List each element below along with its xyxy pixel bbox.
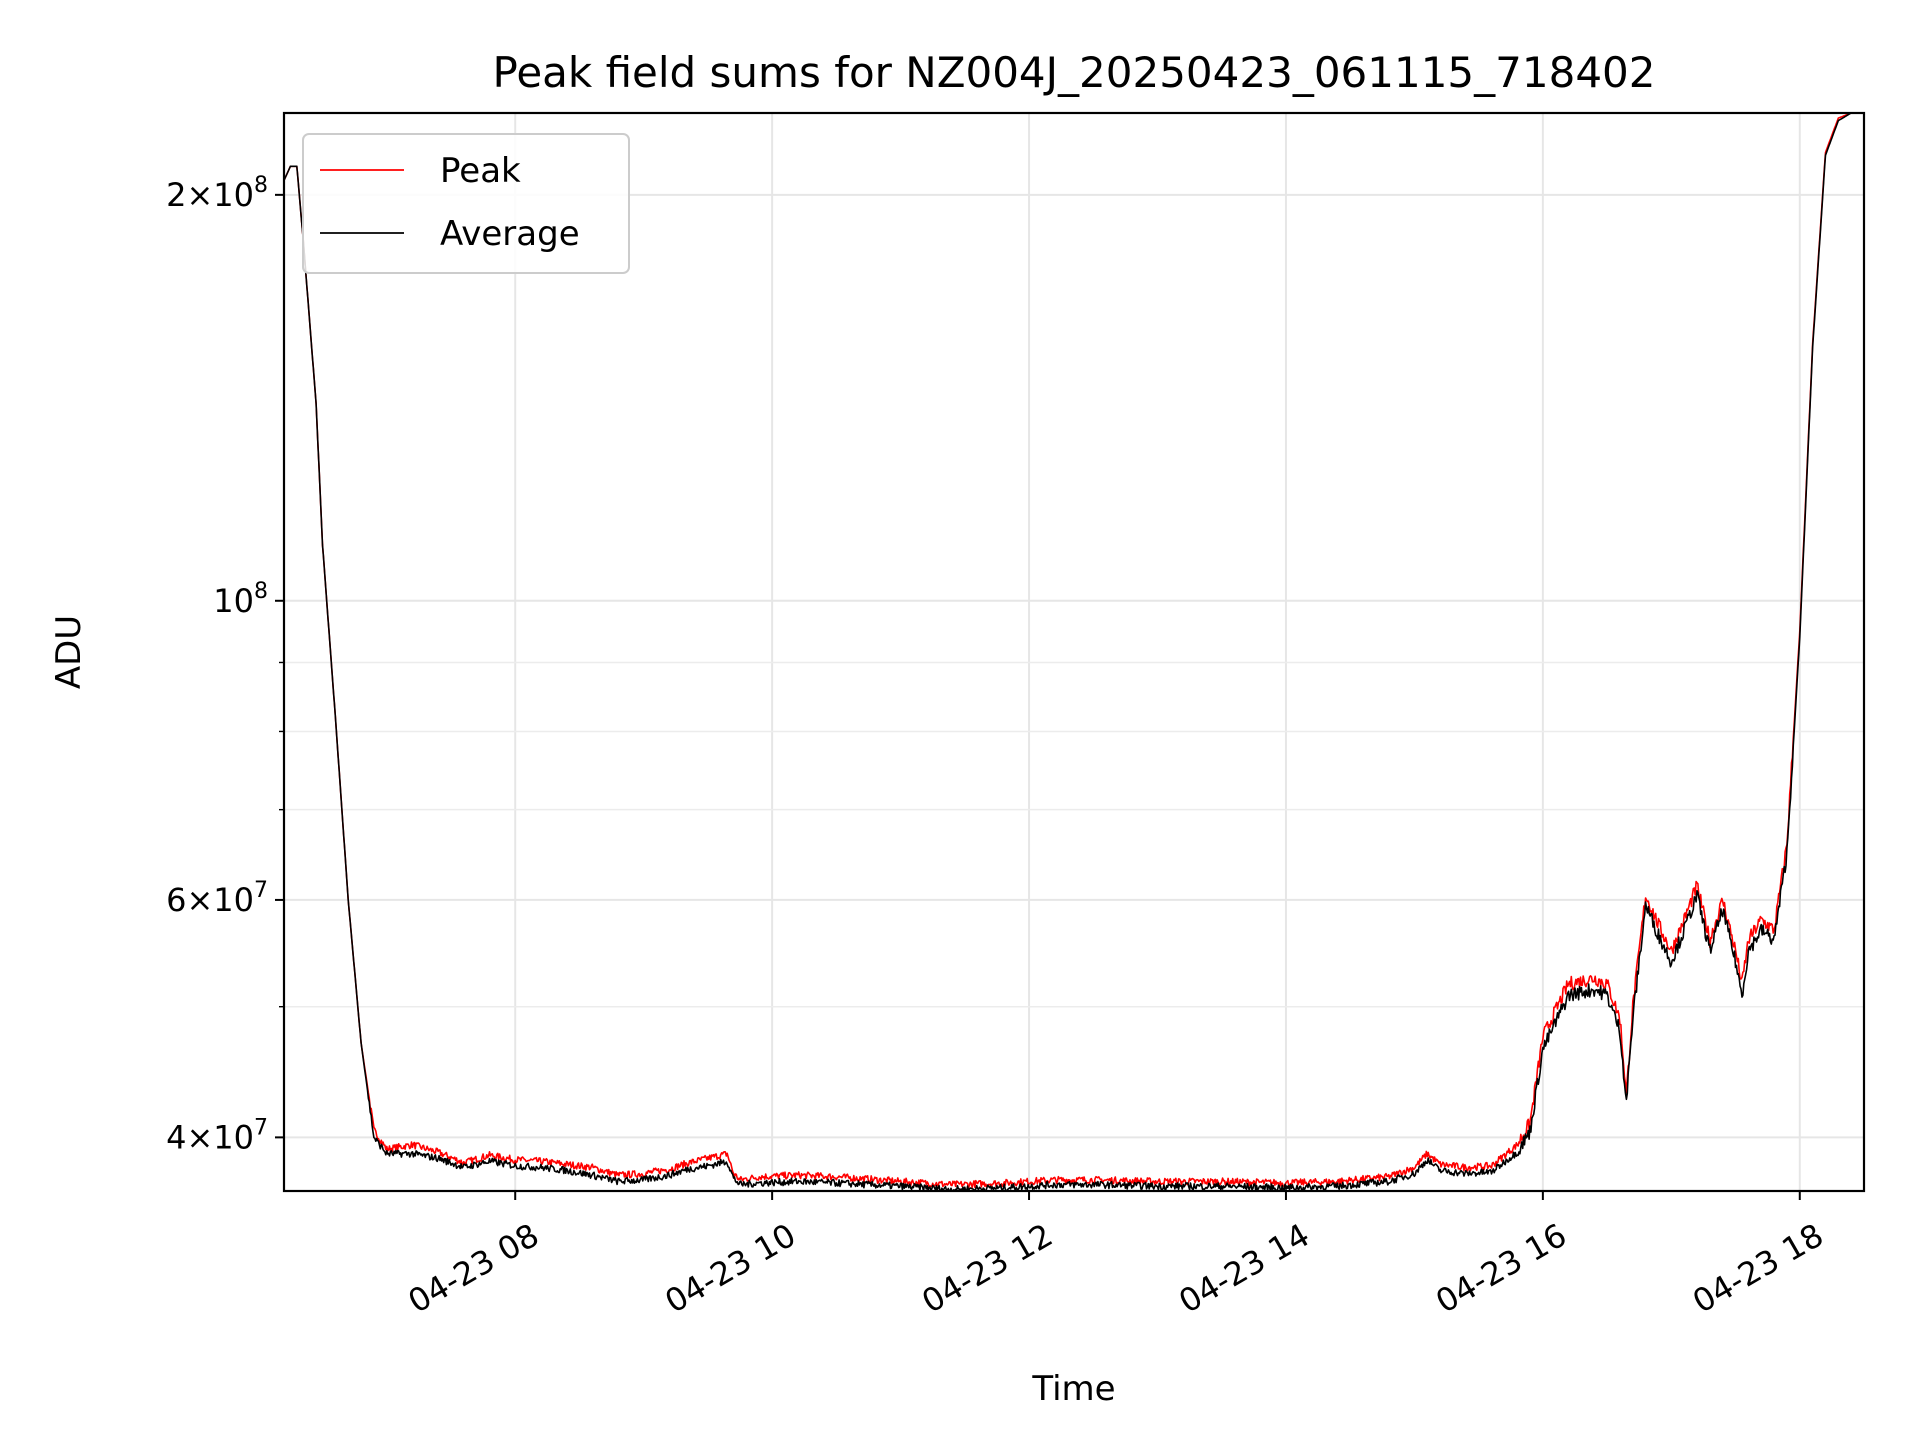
y-axis-label: ADU — [49, 615, 89, 689]
plot-lines — [284, 113, 1864, 1191]
y-tick-label-0: 4×107 — [166, 1115, 268, 1156]
legend: Peak Average — [302, 133, 630, 274]
series-line-average — [284, 113, 1864, 1191]
legend-peak-label: Peak — [440, 151, 521, 191]
plot-frame — [282, 111, 1866, 1193]
chart-title: Peak field sums for NZ004J_20250423_0611… — [493, 48, 1656, 97]
x-axis-label: Time — [1031, 1369, 1115, 1409]
legend-box — [302, 133, 630, 274]
grid — [284, 113, 1864, 1191]
y-tick-label-1: 6×107 — [166, 878, 268, 919]
y-tick-label-2: 108 — [213, 579, 268, 620]
y-tick-label-3: 2×108 — [166, 173, 268, 214]
legend-average-label: Average — [440, 214, 580, 254]
